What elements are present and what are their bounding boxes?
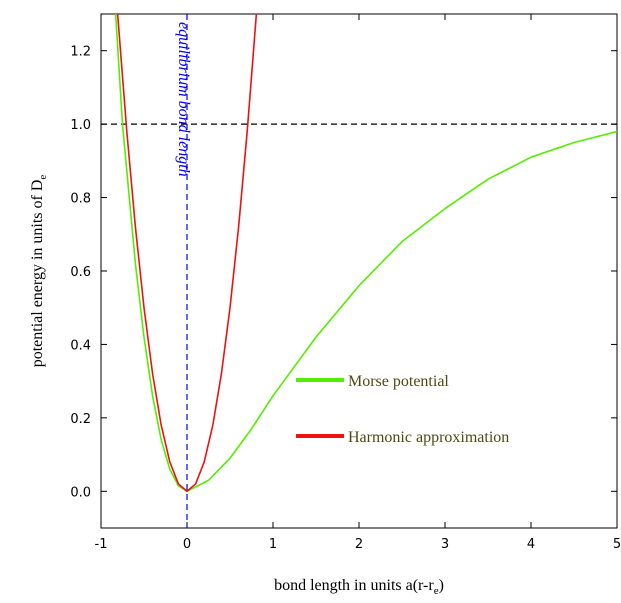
y-tick-label: 1.2: [70, 45, 91, 60]
annotation: equilibrium bond length: [175, 22, 192, 177]
x-axis-label-subscript: e: [434, 585, 439, 597]
y-tick-label: 0.6: [70, 265, 91, 280]
plot-area: [101, 14, 617, 528]
x-axis-label-text: ): [439, 577, 444, 594]
y-axis-label: potential energy in units of De: [29, 175, 49, 368]
x-axis-label: bond length in units a(r-re): [274, 577, 444, 597]
y-tick-label: 0.2: [70, 412, 91, 427]
x-tick-label: 0: [183, 537, 191, 552]
x-axis-label-text: bond length in units a(r-r: [274, 577, 434, 594]
x-tick-label: 1: [269, 537, 277, 552]
series-line: [114, 14, 617, 493]
y-tick-label: 0.4: [70, 338, 91, 353]
x-tick-label: 2: [355, 537, 363, 552]
legend-label: Harmonic approximation: [348, 429, 509, 446]
x-tick-label: 3: [441, 537, 449, 552]
x-tick-label: -1: [95, 537, 108, 552]
series-line: [116, 14, 258, 493]
y-tick-label: 1.0: [70, 118, 91, 133]
x-tick-label: 5: [613, 537, 621, 552]
y-tick-label: 0.0: [70, 485, 91, 500]
legend-label: Morse potential: [348, 373, 449, 390]
y-tick-label: 0.8: [70, 192, 91, 207]
y-axis-label-text: potential energy in units of D: [29, 180, 46, 368]
y-axis-label-subscript: e: [37, 175, 49, 180]
x-tick-label: 4: [527, 537, 535, 552]
